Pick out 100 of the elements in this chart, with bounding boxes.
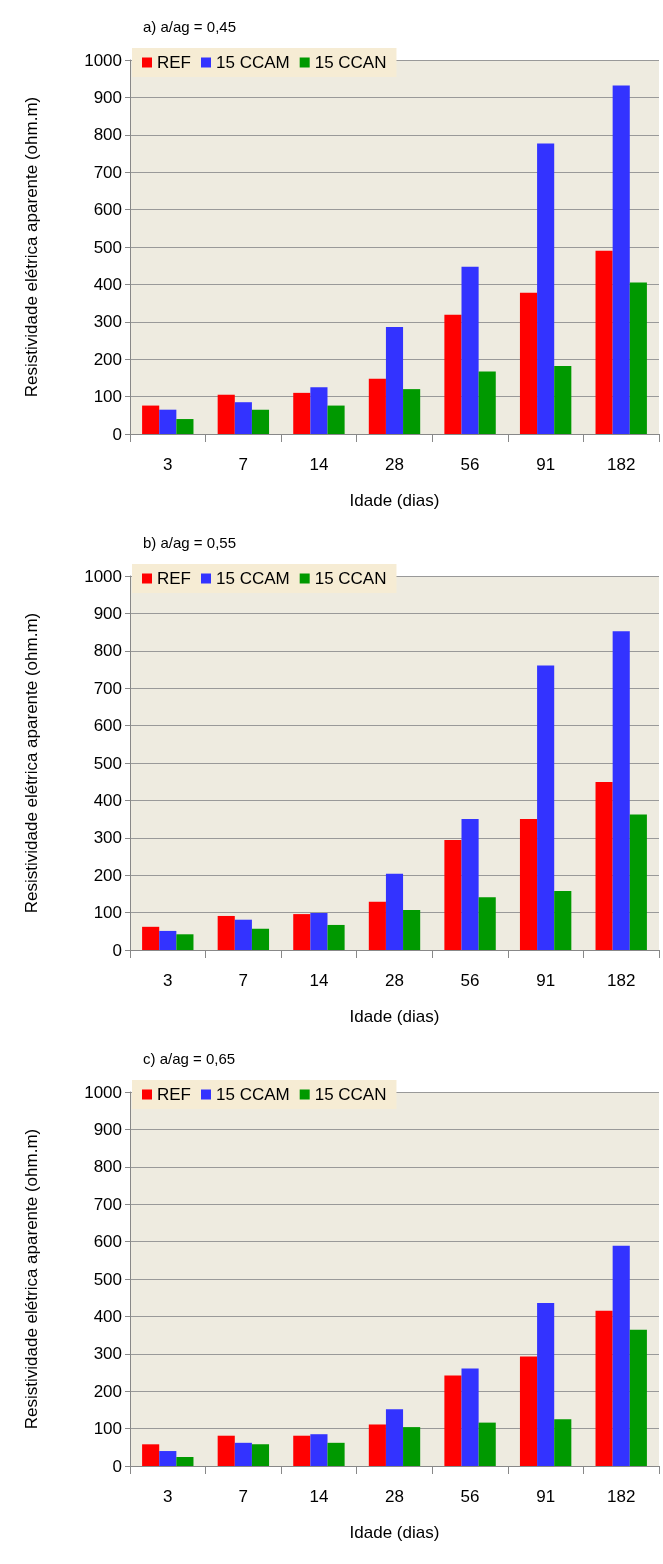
y-tick-label: 600 [93,200,122,220]
y-tick-label: 1000 [84,566,122,586]
bar [142,1444,160,1466]
bar [629,814,647,950]
y-tick-label: 800 [93,641,122,661]
y-axis-title: Resistividade elétrica aparente (ohm.m) [22,612,41,914]
legend-label: 15 CCAN [314,1085,387,1104]
bar [176,934,194,950]
y-tick-label: 900 [93,603,122,623]
y-tick-label: 400 [93,1306,122,1326]
bar [159,409,177,434]
bar [444,314,462,434]
y-axis-title: Resistividade elétrica aparente (ohm.m) [22,96,41,398]
bar [217,915,235,950]
x-tick-label: 14 [309,1487,329,1506]
x-axis-title: Idade (dias) [349,1523,440,1542]
y-tick-label: 200 [93,865,122,885]
bar [519,292,538,434]
bar [310,1434,328,1466]
bar [293,392,311,434]
y-tick-label: 700 [93,1194,122,1214]
bar [251,1444,270,1466]
bar [251,928,270,950]
y-tick-label: 300 [93,828,122,848]
x-tick-label: 7 [238,1487,249,1506]
y-tick-label: 200 [93,349,122,369]
chart-title: a) a/ag = 0,45 [143,18,236,35]
x-tick-label: 56 [460,455,480,474]
y-tick-label: 100 [93,903,122,923]
bar [478,371,496,434]
bar [310,387,328,434]
x-tick-label: 182 [607,455,636,474]
y-tick-label: 500 [93,237,122,257]
legend-label: 15 CCAM [216,1085,290,1104]
y-axis-title: Resistividade elétrica aparente (ohm.m) [22,1128,41,1430]
y-tick-label: 300 [93,312,122,332]
x-tick-label: 28 [385,971,404,990]
y-tick-label: 500 [93,1269,122,1289]
bar [612,1245,630,1466]
bar [234,919,252,950]
bar [159,930,177,950]
y-tick-label: 400 [93,790,122,810]
bar [519,819,538,950]
chart-title: c) a/ag = 0,65 [143,1050,236,1067]
bar [554,365,572,434]
y-tick-label: 900 [93,1119,122,1139]
bar [217,1435,235,1466]
legend-label: 15 CCAM [216,569,290,588]
y-tick-label: 100 [93,1419,122,1439]
bar [327,405,345,434]
y-tick-label: 900 [93,87,122,107]
x-tick-label: 56 [460,971,480,990]
bar [142,926,160,950]
legend-label: REF [157,569,191,588]
bar [368,901,386,950]
bar [251,409,270,434]
y-tick-label: 700 [93,678,122,698]
legend-label: REF [157,53,191,72]
x-tick-label: 91 [536,455,556,474]
bar [385,873,404,950]
bar [554,1419,572,1466]
bar [403,909,421,950]
x-tick-label: 14 [309,971,329,990]
bar [234,402,252,434]
bar [176,419,194,434]
x-tick-label: 91 [536,1487,556,1506]
y-tick-label: 500 [93,753,122,773]
bar [385,327,404,434]
bar [310,912,328,950]
x-axis-title: Idade (dias) [349,491,440,510]
y-tick-label: 0 [112,1456,122,1476]
bar [461,1368,479,1466]
bar [595,1310,613,1466]
bar [234,1442,252,1466]
y-tick-label: 600 [93,1232,122,1252]
y-tick-label: 800 [93,1157,122,1177]
chart-title: b) a/ag = 0,55 [143,534,236,551]
x-tick-label: 3 [163,1487,173,1506]
y-tick-label: 200 [93,1381,122,1401]
bar [629,1329,647,1466]
legend-label: 15 CCAN [314,569,387,588]
bar [478,1422,496,1466]
bar [368,378,386,434]
bar [159,1451,177,1466]
bar [461,266,479,434]
y-tick-label: 1000 [84,1082,122,1102]
y-tick-label: 600 [93,716,122,736]
bar [217,394,235,434]
bar [595,250,613,434]
x-tick-label: 182 [607,971,636,990]
x-tick-label: 28 [385,1487,404,1506]
bar [478,897,496,950]
x-axis-title: Idade (dias) [349,1007,440,1026]
bar [629,282,647,434]
legend-label: 15 CCAM [216,53,290,72]
bar [444,1375,462,1466]
bar [293,1435,311,1466]
x-tick-label: 3 [163,455,173,474]
x-tick-label: 56 [460,1487,480,1506]
y-tick-label: 1000 [84,50,122,70]
